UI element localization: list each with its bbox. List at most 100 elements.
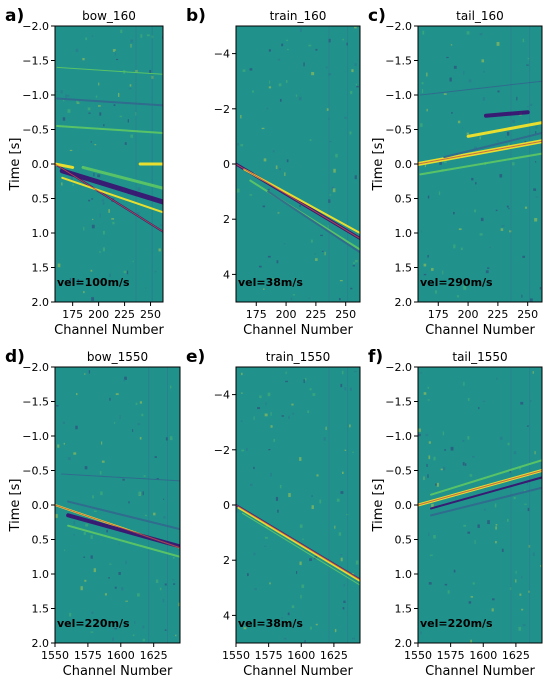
noise-speck	[479, 233, 483, 236]
noise-speck	[530, 103, 533, 107]
noise-speck	[67, 457, 71, 461]
noise-speck	[324, 251, 326, 256]
x-axis-label: Channel Number	[425, 323, 535, 338]
noise-texture	[236, 370, 360, 643]
panel-letter: a)	[5, 6, 24, 26]
noise-speck	[509, 230, 512, 233]
noise-speck	[88, 199, 91, 202]
noise-speck	[435, 483, 438, 486]
noise-speck	[250, 483, 253, 487]
noise-speck	[506, 131, 510, 136]
y-tick-label: −1.0	[22, 89, 49, 102]
noise-speck	[93, 510, 97, 513]
noise-speck	[135, 69, 138, 73]
noise-speck	[240, 420, 243, 422]
noise-speck	[298, 96, 302, 101]
noise-speck	[421, 82, 424, 85]
noise-speck	[103, 124, 105, 127]
noise-speck	[164, 629, 167, 631]
noise-speck	[453, 211, 455, 215]
noise-speck	[316, 474, 319, 477]
panel-tail_160: −2.0 −1.5 −1.0 −0.5 0.0 0.5 1.0 1.5 2.0 175 200 225…	[368, 6, 543, 338]
noise-speck	[325, 66, 328, 69]
noise-speck	[84, 373, 86, 375]
noise-speck	[128, 88, 132, 90]
x-tick-label: 250	[335, 308, 356, 321]
noise-speck	[477, 524, 480, 528]
noise-speck	[165, 437, 168, 441]
noise-speck	[292, 412, 295, 415]
noise-speck	[343, 600, 346, 604]
noise-speck	[435, 290, 437, 294]
noise-speck	[355, 83, 358, 86]
event-streak	[59, 168, 163, 205]
noise-speck	[69, 149, 73, 152]
noise-speck	[76, 99, 79, 104]
noise-speck	[240, 144, 244, 147]
noise-speck	[279, 98, 282, 102]
noise-speck	[518, 626, 522, 631]
noise-speck	[253, 552, 256, 556]
noise-speck	[112, 637, 114, 641]
noise-speck	[424, 163, 426, 168]
noise-speck	[539, 287, 542, 290]
noise-speck	[129, 84, 132, 87]
y-tick-label: 0	[223, 499, 230, 512]
noise-speck	[433, 456, 436, 461]
noise-speck	[175, 634, 177, 637]
noise-speck	[241, 449, 245, 452]
noise-speck	[323, 437, 326, 441]
noise-speck	[421, 89, 424, 93]
noise-speck	[338, 297, 341, 301]
noise-speck	[471, 177, 474, 181]
noise-speck	[93, 568, 96, 573]
noise-speck	[64, 549, 66, 551]
noise-speck	[80, 586, 83, 591]
event-streak	[419, 152, 542, 176]
x-tick-label: 175	[246, 308, 267, 321]
noise-speck	[108, 209, 110, 213]
noise-speck	[128, 501, 130, 504]
plot-background	[55, 367, 180, 643]
noise-speck	[352, 451, 354, 454]
x-tick-label: 1550	[404, 649, 432, 662]
noise-speck	[75, 393, 78, 396]
noise-speck	[286, 159, 289, 163]
noise-speck	[351, 69, 354, 73]
noise-speck	[427, 255, 429, 258]
noise-speck	[92, 495, 94, 499]
noise-speck	[343, 584, 346, 587]
noise-speck	[325, 426, 327, 430]
y-tick-label: −4	[214, 48, 230, 61]
noise-speck	[154, 270, 157, 273]
event-streak	[56, 66, 163, 75]
noise-speck	[151, 35, 154, 39]
noise-speck	[162, 598, 165, 603]
noise-speck	[279, 168, 282, 171]
noise-speck	[433, 535, 436, 539]
noise-speck	[466, 31, 470, 35]
event-streak	[443, 131, 542, 159]
noise-speck	[137, 423, 141, 426]
panel-title: bow_1550	[87, 350, 148, 364]
noise-speck	[113, 422, 116, 424]
noise-speck	[264, 536, 268, 539]
noise-speck	[344, 449, 347, 451]
noise-speck	[101, 199, 105, 202]
noise-speck	[426, 463, 428, 467]
noise-speck	[93, 172, 95, 177]
noise-speck	[125, 560, 127, 565]
x-tick-label: 1575	[255, 649, 283, 662]
noise-speck	[275, 496, 279, 501]
noise-speck	[264, 545, 267, 547]
noise-speck	[315, 258, 318, 261]
y-tick-label: 1.0	[395, 568, 413, 581]
noise-speck	[254, 588, 257, 591]
y-tick-label: −2.0	[22, 20, 49, 33]
noise-speck	[512, 162, 515, 166]
noise-speck	[311, 495, 313, 497]
noise-speck	[138, 491, 141, 496]
noise-speck	[73, 452, 77, 455]
x-tick-label: 1550	[222, 649, 250, 662]
noise-speck	[162, 498, 165, 500]
